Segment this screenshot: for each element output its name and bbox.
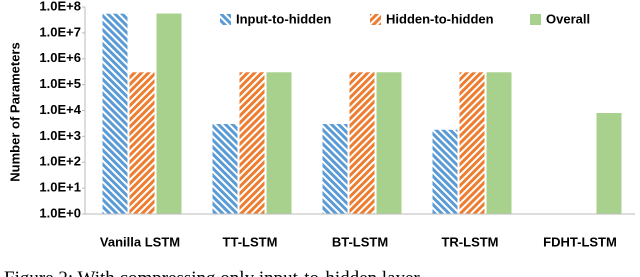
bar (432, 129, 458, 214)
bar (212, 124, 238, 214)
y-tick-label: 1.0E+1 (39, 180, 81, 195)
y-tick-label: 1.0E+2 (39, 154, 81, 169)
legend-marker (530, 14, 541, 25)
x-tick-label: FDHT-LSTM (543, 234, 617, 249)
y-tick-label: 1.0E+5 (39, 76, 81, 91)
bar (266, 72, 292, 215)
bar (486, 72, 512, 215)
y-tick-label: 1.0E+8 (39, 0, 81, 13)
bar (349, 72, 375, 215)
bar (239, 72, 265, 215)
bar (102, 13, 128, 215)
bar (376, 72, 402, 215)
x-tick-label: Vanilla LSTM (100, 234, 180, 249)
y-axis-label: Number of Parameters (7, 42, 22, 181)
bar (129, 72, 155, 215)
bar (156, 13, 182, 214)
caption: Figure 2: With compressing only input-to… (4, 268, 420, 277)
bar (459, 72, 485, 215)
legend-label: Hidden-to-hidden (386, 11, 494, 26)
legend-marker (370, 14, 381, 25)
bar (322, 124, 348, 214)
x-tick-label: TT-LSTM (223, 234, 278, 249)
y-tick-label: 1.0E+6 (39, 50, 81, 65)
y-tick-label: 1.0E+4 (39, 102, 81, 117)
bar (596, 113, 622, 214)
y-tick-label: 1.0E+0 (39, 205, 81, 220)
y-tick-label: 1.0E+7 (39, 24, 81, 39)
legend-label: Input-to-hidden (236, 11, 331, 26)
x-tick-label: BT-LSTM (332, 234, 388, 249)
y-tick-label: 1.0E+3 (39, 128, 81, 143)
legend-label: Overall (546, 11, 590, 26)
legend-marker (220, 14, 231, 25)
x-tick-label: TR-LSTM (441, 234, 498, 249)
